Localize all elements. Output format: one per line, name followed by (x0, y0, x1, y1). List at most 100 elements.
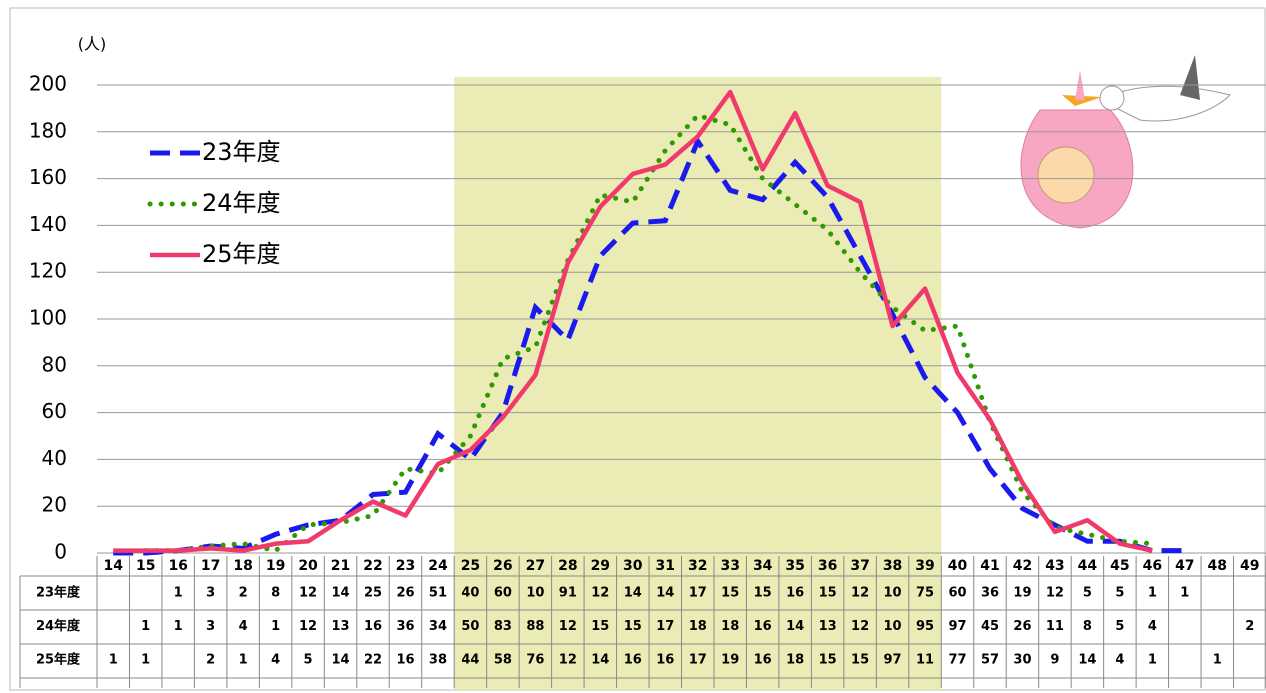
table-cell: 75 (916, 586, 934, 601)
table-cell: 16 (754, 619, 772, 634)
table-cell: 18 (721, 619, 739, 634)
x-tick-label: 48 (1208, 558, 1227, 574)
table-cell: 1 (1148, 586, 1157, 601)
x-tick-label: 17 (201, 558, 220, 574)
table-cell: 16 (624, 653, 642, 668)
table-cell: 19 (721, 653, 739, 668)
y-unit: (人) (78, 35, 107, 54)
table-cell: 10 (526, 586, 544, 601)
y-tick-label: 140 (29, 212, 67, 236)
table-cell: 16 (656, 653, 674, 668)
table-cell: 36 (396, 619, 414, 634)
y-tick-label: 20 (42, 493, 67, 517)
table-cell: 38 (429, 653, 447, 668)
table-cell: 11 (1046, 619, 1064, 634)
table-cell: 1 (174, 586, 183, 601)
table-cell: 5 (1115, 586, 1124, 601)
x-tick-label: 33 (720, 558, 739, 574)
x-tick-label: 37 (850, 558, 869, 574)
table-cell: 1 (141, 619, 150, 634)
table-cell: 1 (174, 619, 183, 634)
stork-illustration (1021, 55, 1230, 228)
x-tick-label: 46 (1143, 558, 1162, 574)
y-tick-label: 180 (29, 118, 67, 142)
table-cell: 34 (429, 619, 447, 634)
table-cell: 1 (1148, 653, 1157, 668)
table-cell: 60 (948, 586, 966, 601)
x-tick-label: 45 (1110, 558, 1129, 574)
table-cell: 16 (786, 586, 804, 601)
x-tick-label: 25 (461, 558, 480, 574)
y-tick-label: 120 (29, 259, 67, 283)
x-tick-label: 40 (948, 558, 968, 574)
table-cell: 97 (948, 619, 966, 634)
legend-label: 23年度 (202, 138, 281, 166)
table-cell: 2 (1245, 619, 1254, 634)
x-tick-label: 39 (915, 558, 934, 574)
table-cell: 8 (1083, 619, 1092, 634)
x-tick-label: 42 (1013, 558, 1032, 574)
x-tick-label: 43 (1045, 558, 1064, 574)
table-cell: 9 (1050, 653, 1059, 668)
y-tick-label: 200 (29, 72, 67, 96)
table-cell: 22 (364, 653, 382, 668)
x-tick-label: 19 (266, 558, 285, 574)
chart: (人) 020406080100120140160180200141516171… (0, 0, 1266, 693)
y-tick-label: 80 (42, 352, 67, 376)
x-tick-label: 34 (753, 558, 773, 574)
x-tick-label: 20 (298, 558, 318, 574)
table-cell: 1 (239, 653, 248, 668)
table-cell: 18 (786, 653, 804, 668)
table-cell: 15 (591, 619, 609, 634)
x-tick-label: 22 (363, 558, 382, 574)
table-row-label: 25年度 (36, 652, 81, 668)
table-cell: 60 (494, 586, 512, 601)
table-cell: 36 (981, 586, 999, 601)
table-cell: 4 (271, 653, 280, 668)
y-tick-label: 40 (42, 446, 67, 470)
x-tick-label: 32 (688, 558, 707, 574)
table-cell: 1 (1180, 586, 1189, 601)
table-cell: 26 (396, 586, 414, 601)
table-cell: 16 (396, 653, 414, 668)
table-cell: 17 (689, 653, 707, 668)
x-tick-label: 36 (818, 558, 837, 574)
x-tick-label: 24 (428, 558, 448, 574)
table-cell: 15 (819, 586, 837, 601)
table-cell: 4 (1148, 619, 1157, 634)
table-row-label: 23年度 (36, 585, 81, 601)
table-cell: 95 (916, 619, 934, 634)
table-cell: 12 (851, 619, 869, 634)
table-cell: 51 (429, 586, 447, 601)
table-cell: 13 (331, 619, 349, 634)
table-cell: 1 (109, 653, 118, 668)
x-tick-label: 29 (591, 558, 610, 574)
table-cell: 5 (1083, 586, 1092, 601)
table-cell: 5 (304, 653, 313, 668)
table-cell: 14 (656, 586, 674, 601)
table-cell: 1 (1213, 653, 1222, 668)
table-cell: 10 (884, 586, 902, 601)
table-cell: 16 (754, 653, 772, 668)
table-cell: 44 (461, 653, 479, 668)
y-tick-label: 60 (42, 399, 67, 423)
table-cell: 45 (981, 619, 999, 634)
table-cell: 2 (239, 586, 248, 601)
table-cell: 15 (754, 586, 772, 601)
x-tick-label: 27 (526, 558, 545, 574)
x-tick-label: 14 (103, 558, 123, 574)
table-cell: 13 (819, 619, 837, 634)
table-cell: 14 (786, 619, 804, 634)
x-tick-label: 44 (1078, 558, 1098, 574)
x-tick-label: 16 (168, 558, 187, 574)
table-cell: 30 (1013, 653, 1031, 668)
table-cell: 40 (461, 586, 479, 601)
table-cell: 16 (364, 619, 382, 634)
table-cell: 17 (656, 619, 674, 634)
table-cell: 10 (884, 619, 902, 634)
table-cell: 14 (1078, 653, 1096, 668)
table-cell: 12 (559, 653, 577, 668)
table-cell: 14 (591, 653, 609, 668)
table-cell: 18 (689, 619, 707, 634)
table-cell: 3 (206, 619, 215, 634)
